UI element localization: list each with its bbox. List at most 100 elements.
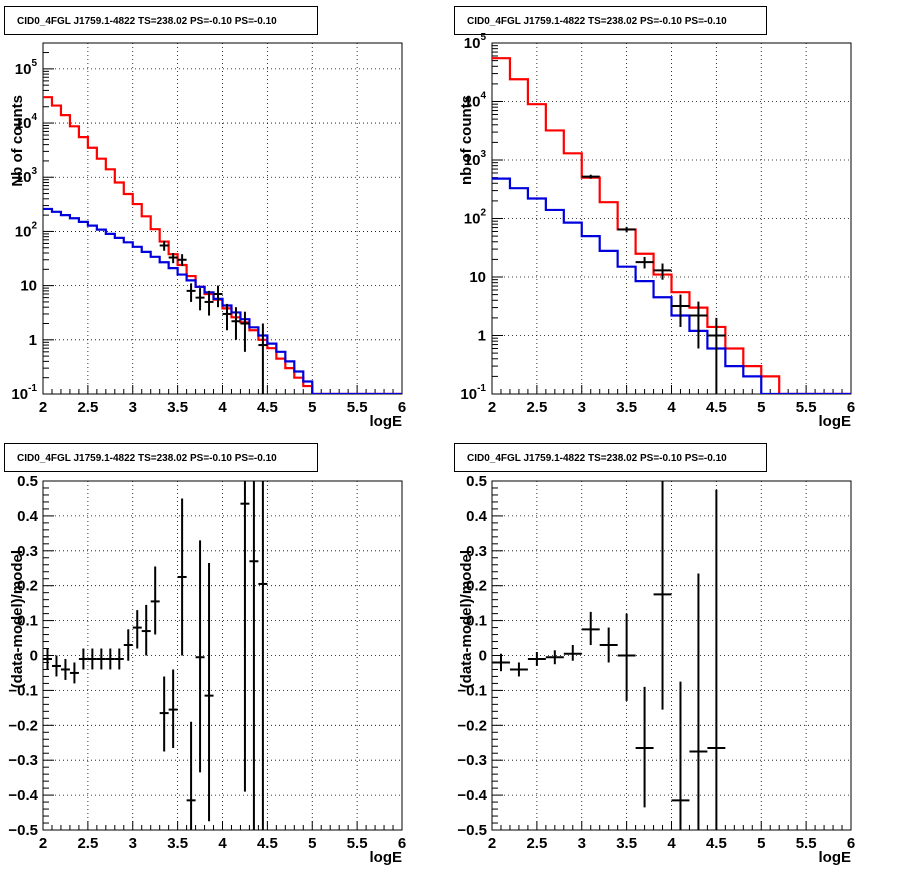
y-axis-label: (data-model)/model [458,550,475,688]
y-axis-label: nb of counts [458,95,475,185]
data-point [78,648,88,670]
x-tick-label: 2.5 [526,835,547,852]
data-point [222,303,232,331]
y-tick-label: −0.2 [457,717,487,734]
x-tick-label: 4.5 [257,835,278,852]
chart-title: CID0_4FGL J1759.1-4822 TS=238.02 PS=-0.1… [467,453,727,464]
data-point [707,489,726,830]
x-tick-label: 4 [218,399,227,416]
y-axis-label: (data-model)/model [9,550,26,688]
data-point [635,256,654,269]
data-point [635,686,654,808]
x-tick-label: 4.5 [257,399,278,416]
plot-area [492,481,726,830]
x-tick-label: 5.5 [347,399,368,416]
x-tick-label: 2 [39,399,47,416]
data-point [132,610,142,649]
x-tick-label: 6 [398,835,406,852]
data-point [159,676,169,752]
chart-panel-1: CID0_4FGL J1759.1-4822 TS=238.02 PS=-0.1… [4,6,406,430]
chart-panel-3: CID0_4FGL J1759.1-4822 TS=238.02 PS=-0.1… [4,443,406,866]
total-model-histogram [43,96,402,394]
grid-lines [492,481,851,830]
x-tick-label: 4 [667,835,676,852]
x-tick-label: 3 [578,399,586,416]
data-point [563,645,582,661]
data-point [671,294,690,327]
x-tick-label: 3.5 [167,835,188,852]
data-point [105,648,115,670]
data-point [123,629,133,661]
data-point [527,652,546,666]
grid-lines [43,43,402,394]
y-tick-label: 0.3 [17,543,38,560]
y-tick-label: −0.2 [8,717,38,734]
plot-area [492,57,851,394]
y-tick-label: 0.4 [17,508,39,525]
x-tick-label: 5 [308,835,316,852]
chart-panel-4: CID0_4FGL J1759.1-4822 TS=238.02 PS=-0.1… [454,443,855,866]
x-tick-label: 3 [129,835,137,852]
x-tick-label: 2 [39,835,47,852]
chart-title-box [4,6,318,35]
data-point [545,650,564,665]
y-tick-label: −0.4 [8,787,38,804]
data-point [177,498,187,656]
data-point [258,481,268,830]
grid-lines [492,43,851,394]
data-point [204,290,214,316]
x-tick-label: 6 [398,399,406,416]
x-tick-label: 5 [757,835,765,852]
x-tick-label: 2.5 [526,399,547,416]
y-tick-label: 102 [15,220,38,240]
data-point [689,301,708,349]
data-point [96,648,106,670]
x-axis-label: logE [370,413,403,430]
x-tick-label: 2 [488,835,496,852]
data-point [689,573,708,830]
y-axis-label: Nb of counts [9,95,26,187]
x-tick-label: 3 [578,835,586,852]
x-tick-label: 2.5 [77,835,98,852]
data-point [599,627,618,663]
y-tick-label: 104 [15,112,38,132]
x-tick-label: 3.5 [616,835,637,852]
data-point [87,648,97,670]
data-point [617,613,636,701]
x-axis-label: logE [370,849,403,866]
plot-area [43,96,402,394]
data-point [240,481,250,792]
data-point [141,604,151,656]
y-tick-label: 0.1 [466,613,487,630]
component-model-histogram [43,207,402,394]
data-point [60,658,70,680]
x-tick-label: 3.5 [167,399,188,416]
y-tick-label: 1 [478,328,486,345]
x-tick-label: 2 [488,399,496,416]
data-point [671,681,690,830]
chart-title: CID0_4FGL J1759.1-4822 TS=238.02 PS=-0.1… [467,16,727,27]
y-tick-label: 103 [15,166,38,186]
data-point [51,655,61,677]
data-point [653,263,672,280]
y-tick-label: −0.1 [457,682,487,699]
y-tick-label: 10 [469,269,486,286]
x-tick-label: 5.5 [796,835,817,852]
data-point [231,307,241,340]
x-tick-label: 6 [847,835,855,852]
y-tick-label: −0.3 [8,752,38,769]
x-tick-label: 3 [129,399,137,416]
y-tick-label: 102 [464,208,487,228]
x-axis-label: logE [819,849,852,866]
y-tick-label: 0.5 [466,473,487,490]
x-tick-label: 6 [847,399,855,416]
y-tick-label: −0.1 [8,682,38,699]
x-axis-label: logE [819,413,852,430]
data-point [509,662,528,677]
y-tick-label: −0.3 [457,752,487,769]
y-tick-label: −0.5 [8,822,38,839]
data-point [204,563,214,822]
chart-title: CID0_4FGL J1759.1-4822 TS=238.02 PS=-0.1… [17,16,277,27]
y-tick-label: −0.5 [457,822,487,839]
y-tick-label: 103 [464,149,487,169]
